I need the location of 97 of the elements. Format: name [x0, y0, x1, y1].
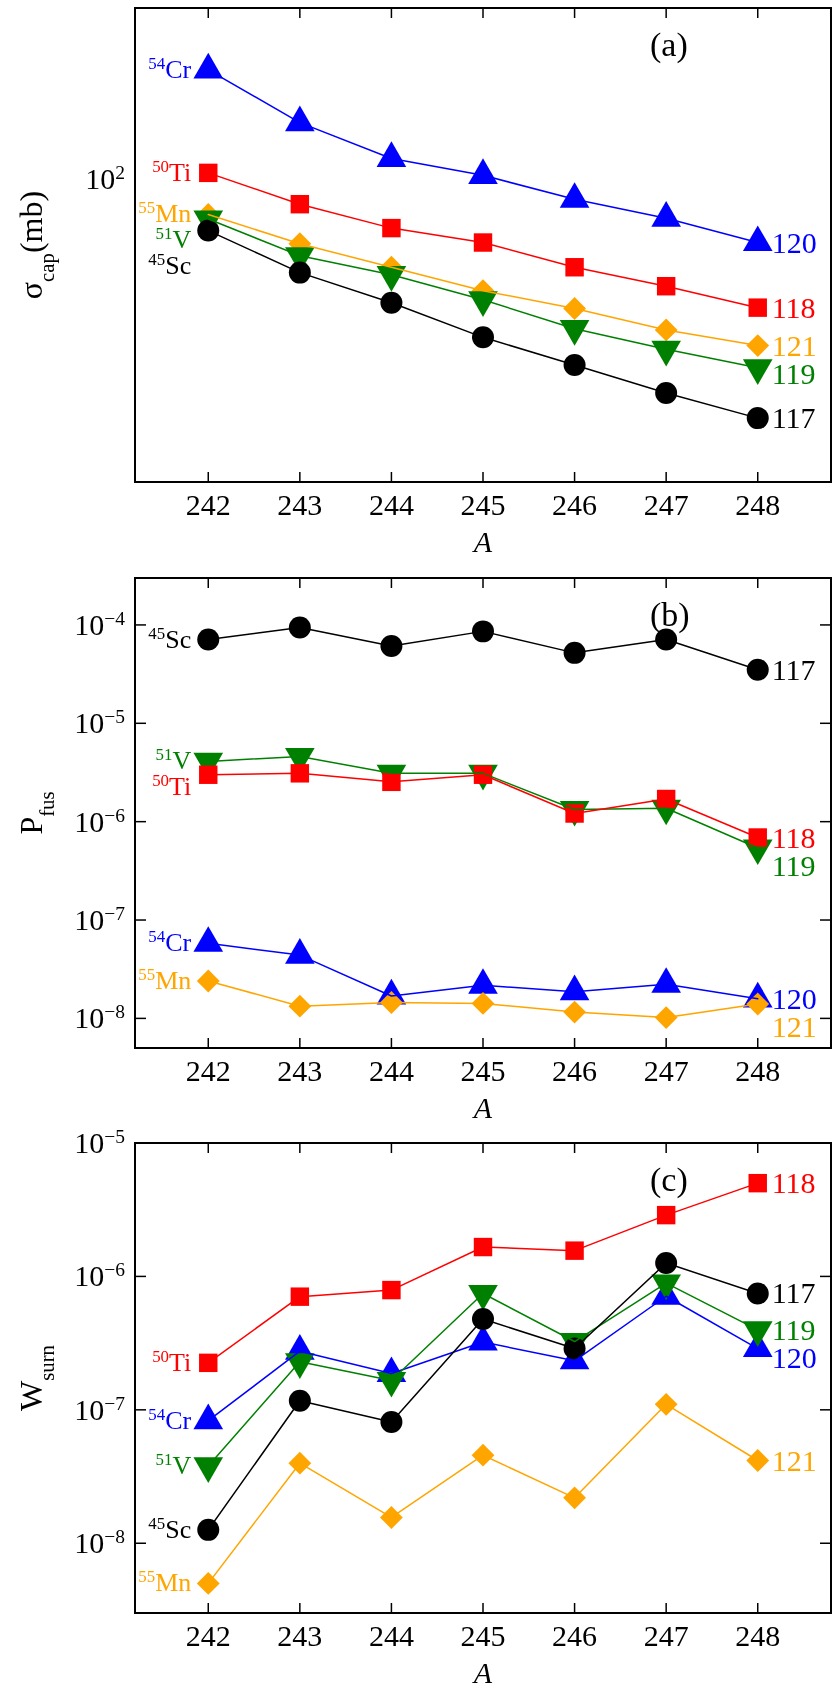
point: [288, 616, 311, 639]
point: [654, 318, 678, 342]
x-tick-label: 243: [277, 1054, 323, 1087]
series-label: $^{54}$Cr: [148, 926, 192, 958]
text: (a): [650, 26, 688, 64]
point: [288, 1389, 311, 1412]
point: [380, 291, 403, 314]
point: [199, 765, 218, 784]
point: [471, 1443, 495, 1467]
point: [199, 1353, 218, 1373]
point: [563, 1486, 586, 1510]
point: [748, 1173, 767, 1193]
point: [746, 1449, 770, 1472]
series-label: $^{50}$Ti: [152, 156, 192, 187]
x-tick-label: 242: [185, 1054, 231, 1087]
point: [290, 764, 310, 783]
y-tick-label: 10$^{−5}$: [74, 705, 125, 740]
x-tick-label: 246: [552, 1619, 598, 1652]
x-tick-label: 243: [277, 1619, 323, 1652]
annotation: 120: [771, 225, 817, 259]
point: [196, 1572, 220, 1595]
x-tick-label: 245: [460, 1619, 506, 1652]
point: [654, 1006, 678, 1029]
point: [380, 635, 403, 658]
x-axis-title: A: [471, 1656, 493, 1689]
x-tick-label: 245: [460, 488, 506, 521]
x-axis-title: A: [471, 525, 493, 558]
x-tick-label: 243: [277, 488, 323, 521]
x-tick-label: 247: [643, 1619, 689, 1652]
y-tick-label: 10$^{−4}$: [74, 607, 126, 641]
x-tick-label: 248: [735, 1054, 781, 1087]
point: [472, 1308, 494, 1331]
point: [380, 1506, 403, 1529]
point: [748, 828, 767, 847]
y-tick-label: 10$^{−7}$: [74, 1392, 126, 1426]
point: [655, 381, 678, 404]
point: [473, 233, 493, 252]
x-tick-label: 248: [735, 1619, 781, 1652]
point: [196, 969, 220, 993]
series-label: $^{45}$Sc: [148, 1513, 192, 1544]
annotation: (b): [650, 596, 690, 634]
y-tick-label: 10$^{−6}$: [74, 1258, 126, 1293]
x-tick-label: 246: [552, 488, 598, 521]
point: [382, 1280, 401, 1300]
x-tick-label: 244: [368, 1054, 414, 1087]
x-tick-label: 247: [643, 1054, 689, 1087]
point: [746, 658, 769, 681]
text: 10$^{2}$: [85, 161, 125, 195]
point: [563, 353, 586, 376]
x-tick-label: 242: [185, 488, 231, 521]
point: [472, 326, 494, 349]
point: [472, 620, 494, 643]
point: [563, 297, 586, 320]
series-label: $^{51}$V: [155, 1449, 192, 1480]
point: [197, 1518, 220, 1541]
y-tick-label: 10$^{−6}$: [74, 804, 126, 838]
point: [197, 219, 220, 242]
point: [565, 258, 584, 277]
x-tick-label: 244: [368, 1619, 414, 1652]
x-tick-label: 242: [185, 1619, 231, 1652]
point: [563, 641, 586, 664]
point: [380, 1411, 403, 1434]
series-label: $^{55}$Mn: [138, 964, 192, 995]
annotation: 117: [771, 652, 816, 686]
point: [382, 218, 401, 238]
annotation: 118: [771, 290, 816, 324]
series-label: $^{54}$Cr: [148, 1404, 192, 1435]
point: [748, 298, 767, 317]
x-tick-label: 246: [552, 1054, 598, 1087]
x-tick-label: 244: [368, 488, 414, 521]
point: [746, 1282, 769, 1305]
annotation: 117: [771, 401, 816, 435]
point: [746, 407, 769, 430]
x-axis-title: A: [471, 1091, 493, 1124]
annotation: 118: [771, 1166, 816, 1200]
point: [197, 628, 220, 651]
annotation: (c): [650, 1161, 688, 1199]
point: [746, 334, 770, 357]
series-label: $^{45}$Sc: [148, 623, 192, 654]
point: [199, 163, 218, 183]
series-label: $^{50}$Ti: [152, 1346, 192, 1377]
annotation: 117: [771, 1276, 816, 1310]
y-tick-label: 10$^{−5}$: [74, 1125, 125, 1159]
point: [290, 1287, 310, 1306]
series-label: $^{54}$Cr: [148, 53, 192, 84]
x-tick-label: 248: [735, 488, 781, 521]
annotation: 121: [771, 1443, 817, 1477]
y-tick-label: 10$^{−8}$: [74, 1525, 125, 1560]
series-label: $^{55}$Mn: [138, 1566, 192, 1598]
point: [655, 1252, 678, 1274]
x-tick-label: 247: [643, 488, 689, 521]
point: [565, 1241, 584, 1260]
x-tick-label: 245: [460, 1054, 506, 1087]
point: [288, 1451, 312, 1475]
point: [288, 261, 311, 284]
y-tick-label: 10$^{−7}$: [74, 902, 126, 937]
y-tick-label: 10$^{−8}$: [74, 1000, 125, 1035]
